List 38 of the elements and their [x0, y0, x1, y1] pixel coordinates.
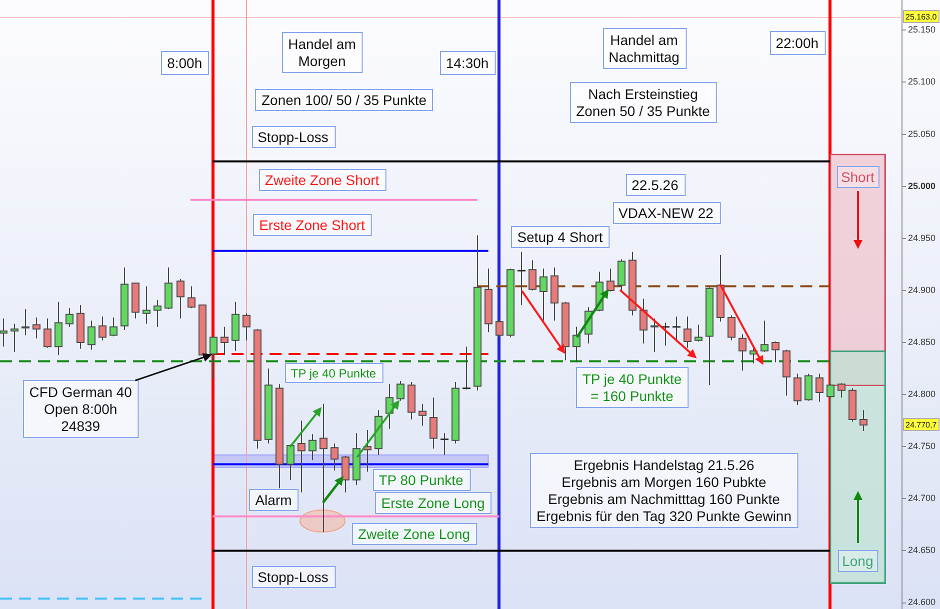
annotation: Stopp-Loss [258, 128, 328, 145]
y-tick-label: 24.850 [908, 336, 936, 347]
annotation: Ergebnis Handelstag 21.5.26 Ergebnis am Morgen 160 Pubkte Ergebnis am Nachmitttag 160 Punkte Ergebnis für den Tag 320 Punkte Gewinn [536, 456, 792, 524]
y-tick-label: 25.100 [908, 76, 936, 87]
annotation: TP je 40 Punkte = 160 Punkte [582, 370, 682, 404]
y-tick-label: 24.800 [908, 389, 936, 400]
annotation: Handel am Nachmittag [608, 32, 680, 65]
y-tick-label: 24.750 [908, 441, 936, 452]
y-tick-label: 24.900 [908, 284, 936, 295]
annotation: CFD German 40 Open 8:00h 24839 [29, 384, 132, 434]
annotation: Erste Zone Short [259, 216, 366, 233]
annotation: Zweite Zone Long [358, 526, 470, 542]
annotation: Stopp-Loss [258, 568, 328, 585]
ref-line-label: 8:00h [167, 54, 202, 71]
series-label: Short [840, 168, 875, 185]
annotation: Nach Ersteinstieg Zonen 50 / 35 Punkte [576, 86, 710, 119]
y-tick-label: 24.650 [908, 545, 936, 556]
y-tick-label: 24.700 [908, 493, 936, 504]
annotation: Erste Zone Long [381, 494, 485, 511]
annotation: TP je 40 Punkte [290, 366, 376, 380]
ref-line-label: 25.163,0 [906, 12, 938, 22]
text: 24.770,7 [906, 420, 938, 430]
annotation: Zonen 100/ 50 / 35 Punkte [261, 92, 427, 108]
y-tick-label: 25.000 [908, 180, 936, 191]
annotation: Zweite Zone Short [264, 172, 380, 188]
y-tick-label: 24.950 [908, 232, 936, 243]
annotation: TP 80 Punkte [378, 472, 464, 488]
ref-line-label: 14:30h [446, 54, 489, 71]
y-tick-label: 25.150 [908, 24, 936, 35]
annotation: VDAX-NEW 22 [618, 204, 714, 221]
y-tick-label: 25.050 [908, 128, 936, 139]
y-tick-label: 24.600 [908, 597, 936, 608]
ref-line-label: 22:00h [776, 34, 819, 51]
annotation: Alarm [255, 492, 292, 508]
annotation: 22.5.26 [632, 176, 679, 193]
annotation: Handel am Morgen [288, 36, 356, 69]
annotation: Setup 4 Short [517, 228, 603, 245]
series-label: Long [842, 552, 874, 569]
